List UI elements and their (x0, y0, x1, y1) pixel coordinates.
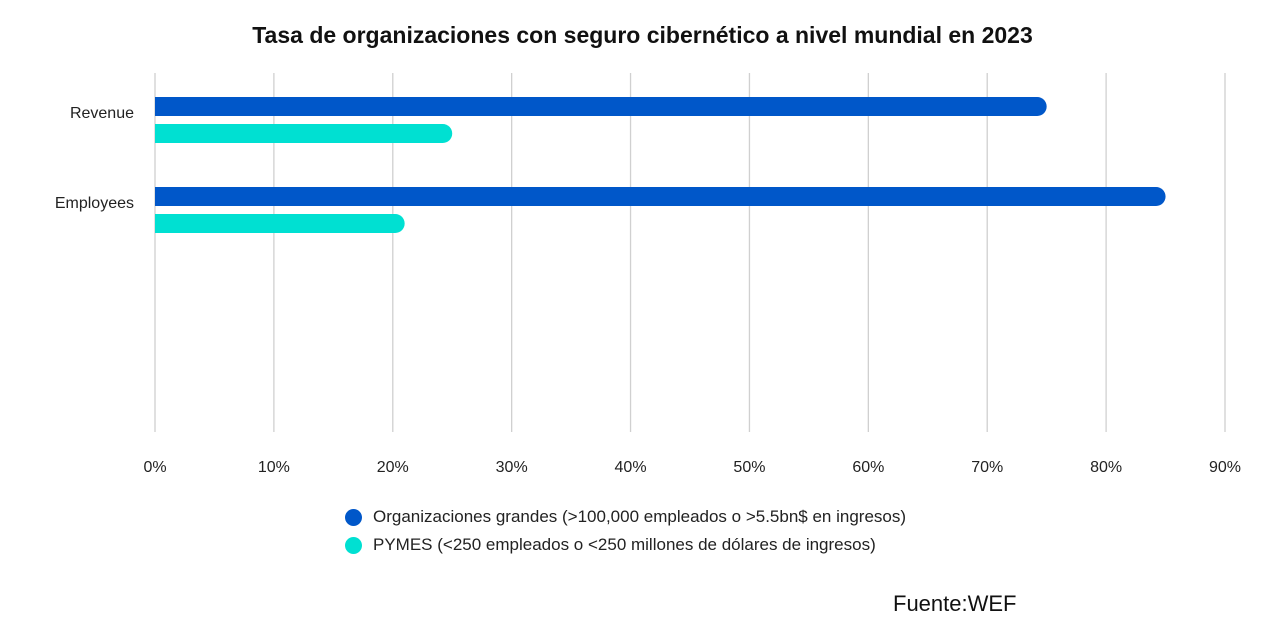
x-tick-label: 30% (496, 459, 528, 476)
x-tick-label: 50% (733, 459, 765, 476)
x-tick-label: 90% (1209, 459, 1241, 476)
legend-label-smes: PYMES (<250 empleados o <250 millones de… (373, 535, 876, 554)
legend-swatch-smes (345, 536, 362, 554)
legend-swatch-large-orgs (345, 508, 362, 526)
bar (155, 187, 1166, 206)
category-label: Employees (55, 195, 134, 212)
x-tick-label: 0% (143, 459, 166, 476)
bar (155, 124, 453, 143)
x-tick-labels: 0% 10% 20% 30% 40% 50% 60% 70% 80% 90% (143, 459, 1241, 476)
bar (155, 214, 405, 233)
category-label: Revenue (70, 105, 134, 122)
bars (155, 97, 1166, 233)
chart-title: Tasa de organizaciones con seguro cibern… (252, 22, 1033, 48)
legend-item-large-orgs: Organizaciones grandes (>100,000 emplead… (345, 503, 906, 531)
x-tick-label: 20% (377, 459, 409, 476)
source-note: Fuente:WEF (893, 591, 1017, 616)
x-tick-label: 60% (852, 459, 884, 476)
legend: Organizaciones grandes (>100,000 emplead… (345, 503, 906, 559)
category-labels: Revenue Employees (55, 105, 134, 212)
legend-item-smes: PYMES (<250 empleados o <250 millones de… (345, 531, 906, 559)
bar (155, 97, 1047, 116)
x-tick-label: 10% (258, 459, 290, 476)
x-tick-label: 40% (615, 459, 647, 476)
legend-label-large-orgs: Organizaciones grandes (>100,000 emplead… (373, 507, 907, 526)
x-tick-label: 80% (1090, 459, 1122, 476)
x-tick-label: 70% (971, 459, 1003, 476)
